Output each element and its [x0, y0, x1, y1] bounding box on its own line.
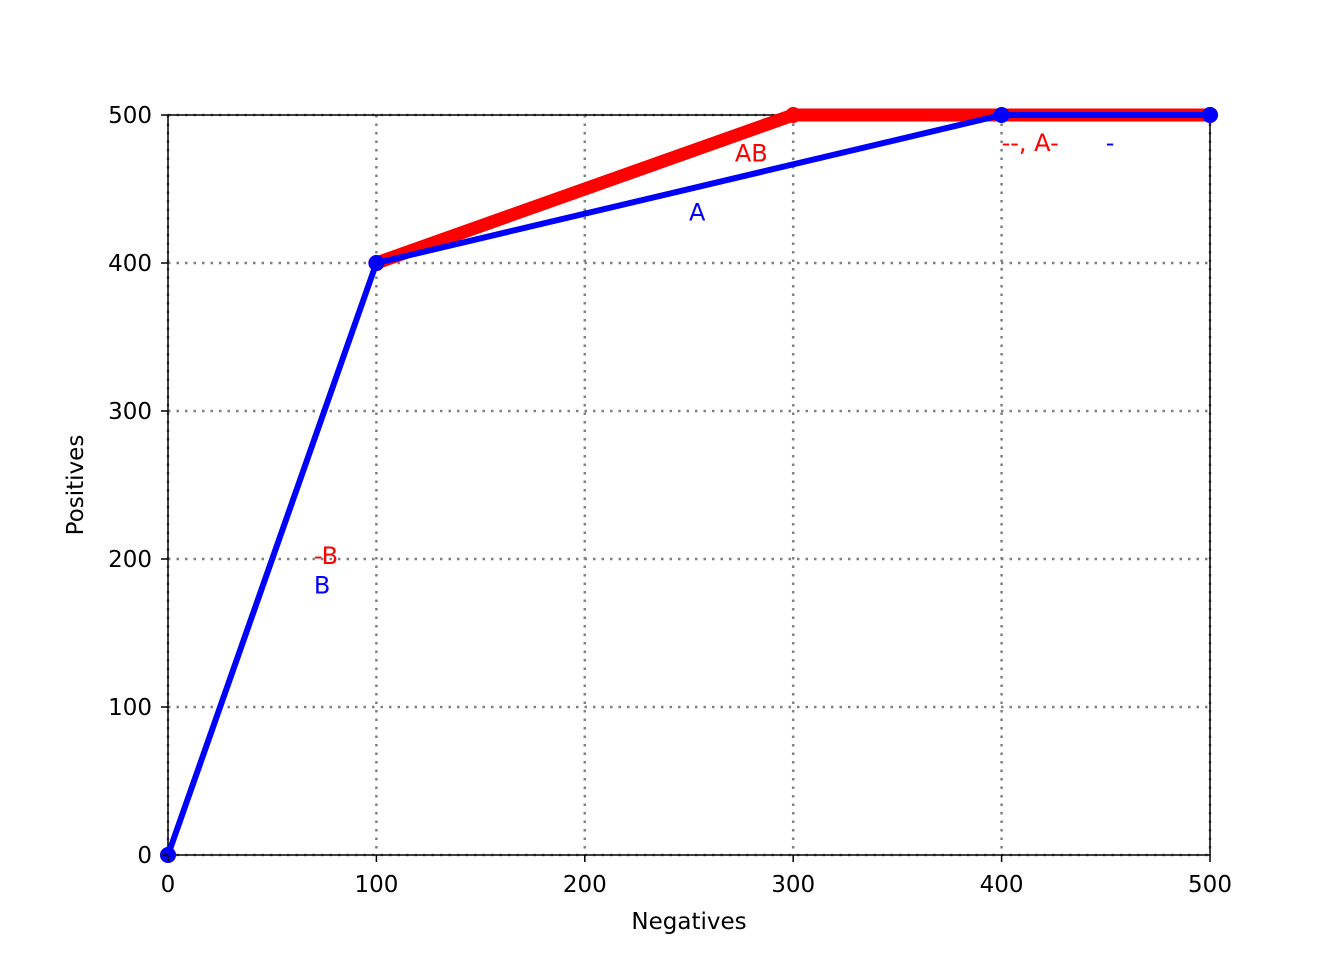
data-point	[785, 107, 802, 123]
series-line-segment	[374, 108, 796, 270]
series-2	[160, 107, 1218, 863]
y-tick-label: 300	[108, 399, 152, 425]
y-tick-label: 400	[108, 251, 152, 277]
y-tick-label: 500	[108, 103, 152, 129]
x-tick-label: 300	[771, 872, 815, 898]
plot-frame	[167, 114, 1211, 856]
annotation-label: AB	[735, 139, 768, 167]
y-tick-label: 200	[108, 547, 152, 573]
annotation-label: B	[314, 572, 330, 600]
y-tick-label: 100	[108, 695, 152, 721]
data-point	[993, 107, 1010, 123]
axis-ticks: 0 100 200 300 400 500 0 100 200 300 400 500	[108, 103, 1232, 898]
x-tick-label: 500	[1188, 872, 1232, 898]
annotation-label: -	[1106, 129, 1115, 157]
series-line-segment	[375, 112, 1003, 266]
annotation-label: A	[689, 199, 706, 227]
series-line-segment	[165, 262, 380, 856]
data-point	[1202, 107, 1218, 123]
y-axis-label: Positives	[63, 435, 89, 536]
annotation-label: -B	[314, 542, 338, 570]
data-point	[368, 255, 385, 271]
x-tick-label: 100	[354, 872, 398, 898]
y-tick-label: 0	[137, 843, 152, 869]
x-axis-label: Negatives	[631, 909, 746, 935]
series-layer	[160, 107, 1218, 863]
annotations: AB A -BB --, A- -	[314, 129, 1115, 600]
x-tick-label: 400	[980, 872, 1024, 898]
annotation-label: --, A-	[1002, 129, 1059, 157]
x-tick-label: 0	[161, 872, 176, 898]
x-tick-label: 200	[563, 872, 607, 898]
